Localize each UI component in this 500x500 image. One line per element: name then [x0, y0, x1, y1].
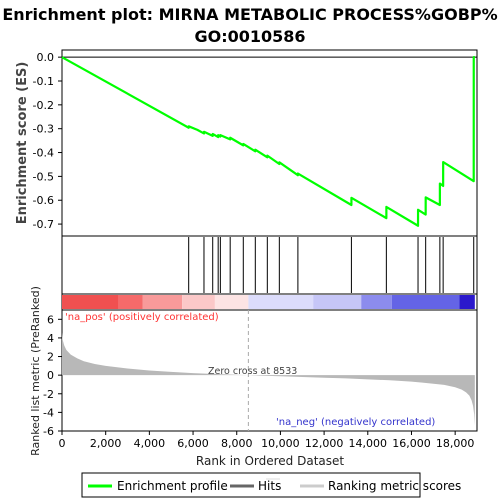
x-axis: 0 2,000 4,000 6,000 8,000 10,000 12,000 14,000 1… [59, 431, 475, 450]
es-y-axis-label: Enrichment score (ES) [15, 62, 30, 225]
heatmap-segment [142, 295, 183, 309]
metric-y-tick-label: 0 [47, 369, 54, 382]
zero-cross-label: Zero cross at 8533 [208, 366, 297, 377]
metric-y-axis: 6 4 2 0 -2 -4 -6 [43, 313, 62, 438]
legend-hits-label: Hits [258, 479, 281, 493]
x-tick-label: 16,000 [392, 437, 431, 450]
x-tick-label: 10,000 [261, 437, 300, 450]
chart-title-line-2: GO:0010586 [194, 27, 305, 46]
hits-group [188, 237, 475, 293]
legend-metric-label: Ranking metric scores [328, 479, 461, 493]
x-tick-label: 8,000 [221, 437, 253, 450]
na-neg-label: 'na_neg' (negatively correlated) [276, 417, 435, 428]
x-tick-label: 0 [59, 437, 66, 450]
heatmap-segment [313, 295, 362, 309]
es-y-tick-label: -0.6 [33, 194, 54, 207]
na-pos-label: 'na_pos' (positively correlated) [65, 312, 219, 323]
heatmap-segment [182, 295, 215, 309]
heatmap-segment [459, 295, 475, 309]
metric-y-axis-label: Ranked list metric (PreRanked) [29, 286, 42, 456]
metric-y-tick-label: 4 [47, 332, 54, 345]
x-tick-label: 14,000 [349, 437, 388, 450]
x-tick-label: 2,000 [90, 437, 122, 450]
heatmap-segment [248, 295, 314, 309]
metric-y-tick-label: 2 [47, 351, 54, 364]
ranking-metric-area [62, 332, 475, 426]
es-y-axis: 0.0 -0.1 -0.2 -0.3 -0.4 -0.5 -0.6 -0.7 [33, 51, 62, 231]
heatmap-segment [391, 295, 460, 309]
es-y-tick-label: 0.0 [37, 51, 55, 64]
heatmap-segment [118, 295, 143, 309]
metric-y-tick-label: 6 [47, 313, 54, 326]
es-y-tick-label: -0.3 [33, 123, 54, 136]
es-y-tick-label: -0.4 [33, 147, 54, 160]
metric-group [62, 310, 475, 431]
x-tick-label: 18,000 [436, 437, 475, 450]
es-line-group [61, 56, 477, 227]
heatmap-segment [62, 295, 119, 309]
legend-profile-label: Enrichment profile [117, 479, 228, 493]
x-axis-label: Rank in Ordered Dataset [196, 454, 344, 468]
es-y-tick-label: -0.2 [33, 99, 54, 112]
metric-y-tick-label: -4 [43, 406, 54, 419]
enrichment-profile-line [61, 56, 475, 227]
x-tick-label: 6,000 [177, 437, 209, 450]
es-y-tick-label: -0.7 [33, 218, 54, 231]
heatmap-segment [361, 295, 392, 309]
es-y-tick-label: -0.1 [33, 75, 54, 88]
x-tick-label: 4,000 [134, 437, 166, 450]
chart-title-line-1: Enrichment plot: MIRNA METABOLIC PROCESS… [2, 5, 497, 24]
rank-heatmap-bar [62, 295, 475, 309]
es-y-tick-label: -0.5 [33, 170, 54, 183]
x-tick-label: 12,000 [305, 437, 344, 450]
heatmap-segment [214, 295, 249, 309]
metric-y-tick-label: -2 [43, 388, 54, 401]
metric-y-tick-label: -6 [43, 425, 54, 438]
